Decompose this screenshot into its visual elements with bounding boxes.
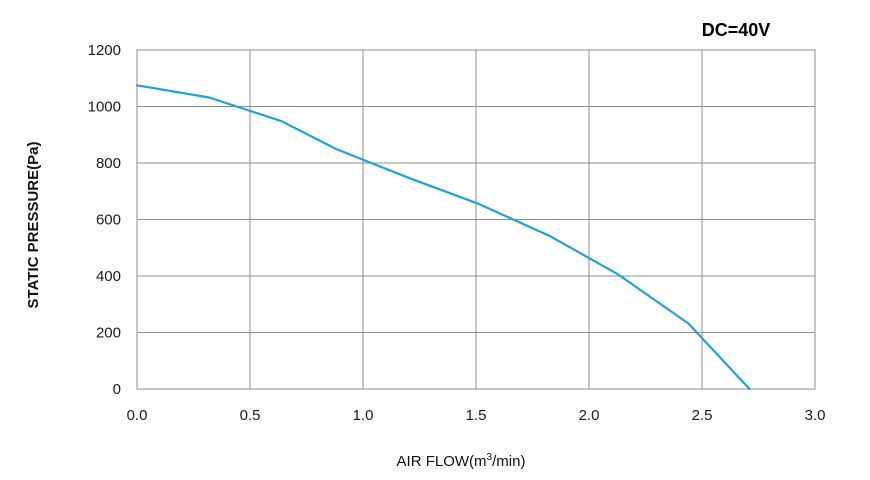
x-axis-title-superscript: 3: [487, 452, 493, 463]
x-tick-labels: 0.0 0.5 1.0 1.5 2.0 2.5 3.0: [127, 407, 826, 424]
x-tick-label: 0.5: [240, 407, 261, 424]
x-axis-title-prefix: AIR FLOW(m: [397, 453, 487, 470]
x-tick-label: 1.5: [466, 407, 487, 424]
series-layer: [135, 84, 751, 391]
x-tick-label: 2.5: [692, 407, 713, 424]
y-tick-label: 400: [96, 268, 121, 285]
y-tick-label: 1000: [88, 99, 121, 116]
y-tick-labels: 0 200 400 600 800 1000 1200: [88, 42, 121, 398]
x-tick-label: 3.0: [805, 407, 826, 424]
y-tick-label: 0: [113, 381, 121, 398]
y-tick-label: 800: [96, 155, 121, 172]
y-axis-title: STATIC PRESSURE(Pa): [25, 142, 42, 309]
y-tick-label: 200: [96, 325, 121, 342]
plot-frame: [136, 49, 816, 390]
x-tick-label: 1.0: [353, 407, 374, 424]
y-tick-label: 1200: [88, 42, 121, 59]
x-tick-label: 2.0: [579, 407, 600, 424]
x-axis-title: AIR FLOW(m3/min): [397, 452, 526, 470]
series-line-0: [135, 84, 751, 391]
x-axis-title-suffix: /min): [492, 453, 525, 470]
voltage-annotation: DC=40V: [702, 20, 771, 40]
y-tick-label: 600: [96, 212, 121, 229]
grid: [136, 49, 816, 390]
x-tick-label: 0.0: [127, 407, 148, 424]
